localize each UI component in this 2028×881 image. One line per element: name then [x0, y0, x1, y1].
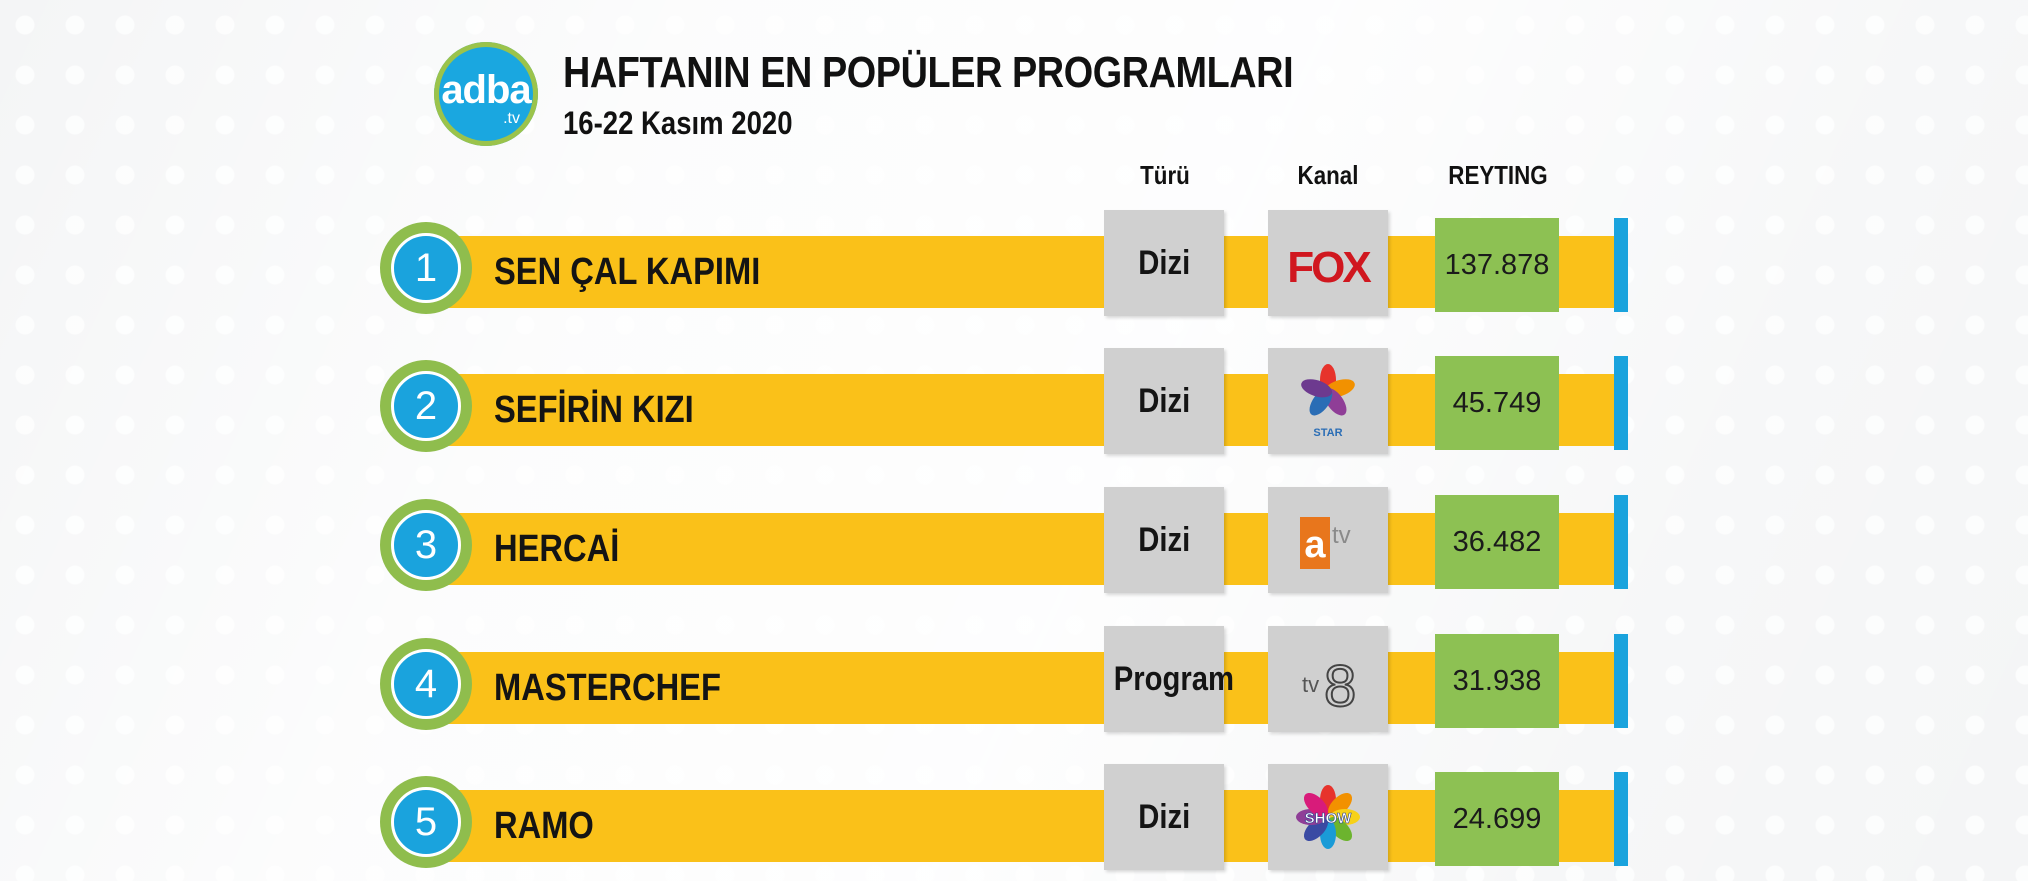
table-row: 1 SEN ÇAL KAPIMI Dizi FOX 137.878	[0, 210, 2028, 320]
program-name: SEFİRİN KIZI	[494, 389, 694, 431]
program-type-cell: Dizi	[1104, 487, 1224, 593]
channel-cell: SHOW	[1268, 764, 1388, 870]
row-edge-accent	[1614, 356, 1628, 450]
column-header-rating: REYTING	[1448, 160, 1548, 190]
column-header-channel: Kanal	[1297, 160, 1359, 190]
page-title: HAFTANIN EN POPÜLER PROGRAMLARI	[563, 48, 1294, 97]
rank-badge: 1	[380, 222, 472, 314]
show-tv-logo-icon: SHOW	[1296, 785, 1360, 849]
row-bar	[425, 790, 1615, 862]
rank-number: 3	[391, 510, 461, 580]
rating-value: 45.749	[1435, 356, 1559, 450]
table-row: 4 MASTERCHEF Program tv 8 31.938	[0, 626, 2028, 736]
row-edge-accent	[1614, 772, 1628, 866]
program-type: Program	[1113, 660, 1235, 698]
row-edge-accent	[1614, 634, 1628, 728]
channel-logo-text: FOX	[1287, 243, 1371, 292]
show-petal	[1328, 792, 1353, 817]
program-name: SEN ÇAL KAPIMI	[494, 251, 761, 293]
channel-cell: FOX	[1268, 210, 1388, 316]
program-name: HERCAİ	[494, 528, 620, 570]
table-row: 5 RAMO Dizi SHOW 24.699	[0, 764, 2028, 874]
row-edge-accent	[1614, 218, 1628, 312]
program-type-cell: Dizi	[1104, 348, 1224, 454]
column-header-type: Türü	[1140, 160, 1190, 190]
tv8-logo-icon: tv 8	[1302, 653, 1357, 720]
program-name: RAMO	[494, 805, 594, 847]
rank-badge: 4	[380, 638, 472, 730]
rank-number: 4	[391, 649, 461, 719]
rank-number: 1	[391, 233, 461, 303]
atv-orange-block	[1300, 517, 1330, 569]
channel-cell: STAR	[1268, 348, 1388, 454]
star-petal	[1301, 379, 1333, 398]
channel-logo-text: a	[1304, 524, 1326, 566]
atv-logo-icon: a tv	[1300, 517, 1351, 569]
program-type: Dizi	[1137, 382, 1190, 420]
channel-logo-digit: 8	[1324, 654, 1356, 719]
rank-number: 2	[391, 371, 461, 441]
rating-value: 137.878	[1435, 218, 1559, 312]
page-subtitle: 16-22 Kasım 2020	[563, 105, 793, 141]
rank-badge: 3	[380, 499, 472, 591]
table-row: 3 HERCAİ Dizi a tv 36.482	[0, 487, 2028, 597]
show-petal	[1303, 792, 1328, 817]
channel-logo-text-2: tv	[1332, 522, 1351, 549]
channel-cell: tv 8	[1268, 626, 1388, 732]
star-tv-logo-icon: STAR	[1301, 364, 1355, 439]
logo-sub-text: .tv	[503, 110, 520, 127]
program-type: Dizi	[1137, 521, 1190, 559]
fox-logo-icon: FOX	[1287, 243, 1374, 292]
row-bar	[425, 513, 1615, 585]
row-bar	[425, 374, 1615, 446]
program-type-cell: Dizi	[1104, 764, 1224, 870]
rank-badge: 2	[380, 360, 472, 452]
rank-number: 5	[391, 787, 461, 857]
channel-cell: a tv	[1268, 487, 1388, 593]
program-name: MASTERCHEF	[494, 667, 721, 709]
channel-logo-text: SHOW	[1305, 810, 1353, 827]
rank-badge: 5	[380, 776, 472, 868]
channel-logo-text: tv	[1302, 672, 1319, 697]
row-bar	[425, 652, 1615, 724]
channel-logo-text: STAR	[1313, 427, 1342, 439]
program-type-cell: Program	[1104, 626, 1234, 732]
table-row: 2 SEFİRİN KIZI Dizi STAR 45.749	[0, 348, 2028, 458]
program-type: Dizi	[1137, 244, 1190, 282]
rating-value: 36.482	[1435, 495, 1559, 589]
logo-main-text: adba	[441, 68, 531, 112]
row-edge-accent	[1614, 495, 1628, 589]
show-petal	[1328, 817, 1353, 842]
adba-logo: adba .tv	[434, 42, 538, 146]
rating-value: 31.938	[1435, 634, 1559, 728]
row-bar	[425, 236, 1615, 308]
show-petal	[1303, 817, 1328, 842]
program-type: Dizi	[1137, 798, 1190, 836]
program-type-cell: Dizi	[1104, 210, 1224, 316]
rating-value: 24.699	[1435, 772, 1559, 866]
